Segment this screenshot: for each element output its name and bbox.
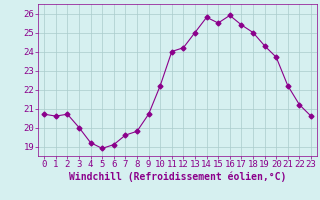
X-axis label: Windchill (Refroidissement éolien,°C): Windchill (Refroidissement éolien,°C) xyxy=(69,172,286,182)
